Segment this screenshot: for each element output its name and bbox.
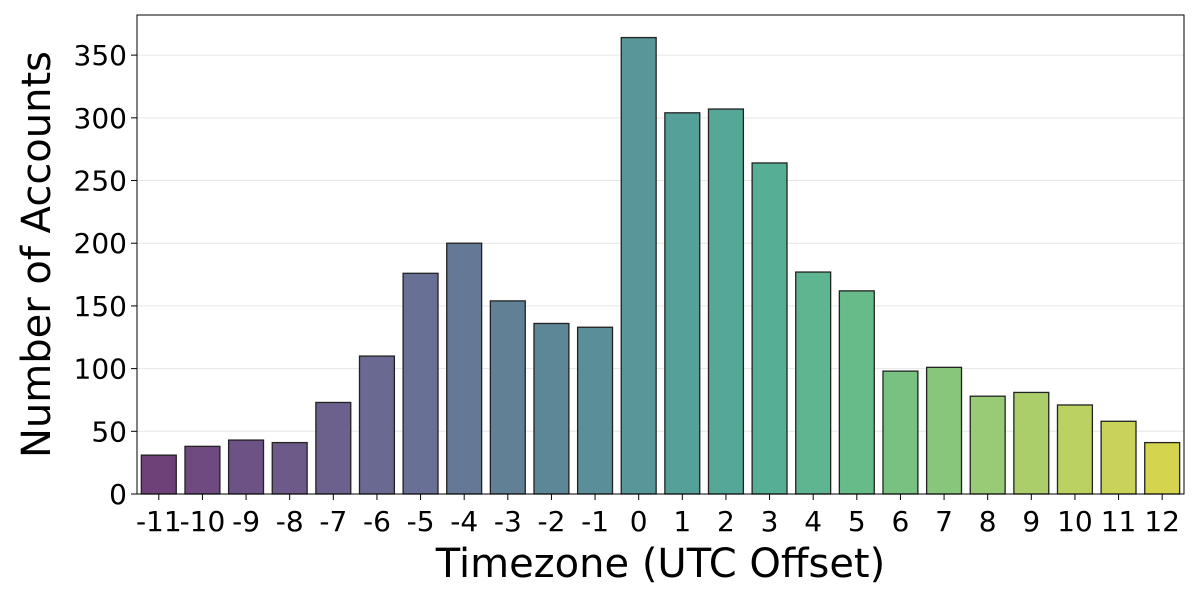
x-tick-label: -3 (494, 505, 522, 538)
y-tick-label: 200 (74, 227, 127, 260)
x-tick-label: -2 (537, 505, 565, 538)
bar--11 (140, 454, 177, 495)
x-tick-label: -7 (319, 505, 347, 538)
x-tick-label: 3 (761, 505, 779, 538)
bar--10 (184, 445, 221, 495)
bar-4 (795, 271, 832, 495)
bar--7 (315, 401, 352, 495)
bar-11 (1100, 420, 1137, 495)
x-tick-label: -8 (276, 505, 304, 538)
x-tick-label: -1 (581, 505, 609, 538)
y-tick-label: 50 (91, 415, 127, 448)
y-tick-label: 250 (74, 165, 127, 198)
x-tick-label: 2 (717, 505, 735, 538)
y-tick-label: 300 (74, 102, 127, 135)
x-tick-label: -6 (363, 505, 391, 538)
bar--2 (533, 322, 570, 495)
bar--6 (358, 355, 396, 495)
bar-8 (969, 395, 1006, 495)
x-tick-label: 1 (673, 505, 691, 538)
x-tick-label: 0 (630, 505, 648, 538)
plot-frame (136, 14, 1185, 495)
x-tick-label: 10 (1057, 505, 1093, 538)
x-tick-label: 12 (1144, 505, 1180, 538)
bar--4 (446, 242, 483, 495)
x-tick-label: 8 (979, 505, 997, 538)
y-tick-label: 350 (74, 39, 127, 72)
x-tick-label: 11 (1101, 505, 1137, 538)
y-tick-label: 0 (109, 478, 127, 511)
y-tick-label: 100 (74, 353, 127, 386)
x-tick-label: 4 (804, 505, 822, 538)
bar-0 (620, 36, 657, 495)
bar--5 (402, 272, 439, 495)
y-tick-label: 150 (74, 290, 127, 323)
bar-1 (664, 112, 701, 495)
grid-lines (137, 54, 1184, 495)
bar-7 (925, 366, 963, 495)
bar-12 (1144, 441, 1181, 495)
bar-6 (882, 370, 919, 495)
x-tick-label: -10 (180, 505, 226, 538)
bar--8 (271, 441, 308, 495)
bar-3 (751, 162, 788, 495)
x-tick-label: -9 (232, 505, 260, 538)
x-tick-label: 6 (892, 505, 910, 538)
x-axis-ticks: -11-10 -9 -8 -7 -6 -5 -4 -3 -2 -1 0 1 2 3 4 5 6 7 8 9 10 11 12 (136, 494, 1180, 538)
bars (140, 36, 1181, 495)
x-tick-label: 5 (848, 505, 866, 538)
bar-5 (838, 290, 875, 495)
x-tick-label: -4 (450, 505, 478, 538)
x-tick-label: -11 (136, 505, 182, 538)
bar--1 (576, 326, 614, 495)
y-axis-ticks: 0 50 100 150 200 250 300 350 (74, 39, 137, 511)
bar--3 (489, 300, 526, 495)
bar-9 (1013, 391, 1050, 495)
y-axis-title: Number of Accounts (14, 51, 60, 458)
x-tick-label: 9 (1022, 505, 1040, 538)
bar-2 (707, 108, 745, 495)
x-tick-label: 7 (935, 505, 953, 538)
x-axis-title: Timezone (UTC Offset) (435, 541, 885, 587)
bar--9 (227, 439, 265, 495)
x-tick-label: -5 (407, 505, 435, 538)
bar-10 (1056, 404, 1094, 495)
